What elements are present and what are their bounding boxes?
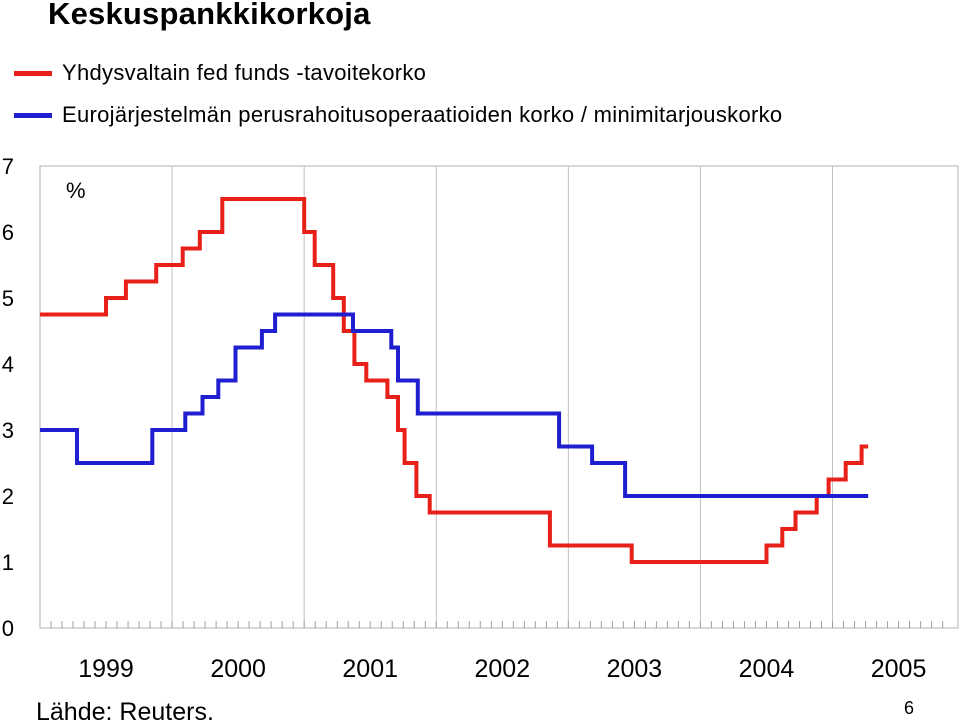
x-tick-label: 2000 [210, 655, 266, 683]
x-tick-label: 2001 [342, 655, 398, 683]
y-axis-unit: % [66, 178, 86, 203]
source-note: Lähde: Reuters. [36, 698, 214, 726]
x-tick-label: 2005 [871, 655, 927, 683]
legend-swatch-fed [14, 70, 52, 76]
legend-item-ecb: Eurojärjestelmän perusrahoitusoperaatioi… [14, 100, 782, 130]
y-tick-label: 7 [2, 154, 14, 179]
y-tick-label: 1 [2, 550, 14, 575]
legend-swatch-ecb [14, 112, 52, 118]
y-tick-label: 0 [2, 616, 14, 641]
page-number: 6 [904, 698, 915, 718]
x-tick-label: 2004 [739, 655, 795, 683]
y-tick-label: 5 [2, 286, 14, 311]
legend-item-fed: Yhdysvaltain fed funds -tavoitekorko [14, 58, 426, 88]
legend-label-ecb: Eurojärjestelmän perusrahoitusoperaatioi… [62, 102, 783, 127]
y-tick-label: 2 [2, 484, 14, 509]
chart-title: Keskuspankkikorkoja [48, 0, 371, 31]
x-tick-label: 1999 [78, 655, 134, 683]
y-tick-label: 4 [2, 352, 14, 377]
x-tick-label: 2003 [607, 655, 663, 683]
series-line-fed [40, 197, 869, 564]
series-line-ecb [40, 312, 869, 498]
legend-label-fed: Yhdysvaltain fed funds -tavoitekorko [62, 60, 427, 85]
y-tick-label: 6 [2, 220, 14, 245]
y-tick-label: 3 [2, 418, 14, 443]
plot-frame [39, 165, 959, 629]
x-tick-label: 2002 [474, 655, 530, 683]
